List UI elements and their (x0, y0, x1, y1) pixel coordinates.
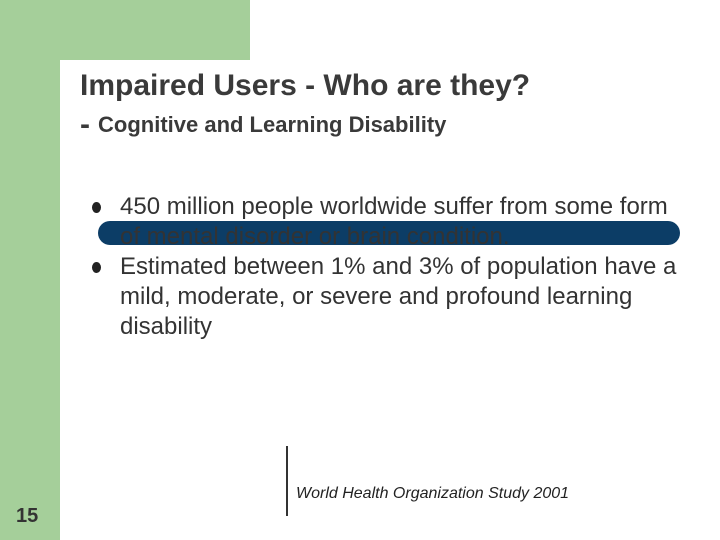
slide-title: Impaired Users - Who are they? (80, 69, 531, 102)
bullet-text: Estimated between 1% and 3% of populatio… (120, 253, 677, 340)
bullet-dot-icon (92, 202, 101, 213)
citation-text: World Health Organization Study 2001 (296, 485, 570, 502)
bullet-item: Estimated between 1% and 3% of populatio… (92, 252, 692, 342)
bullet-dot-icon (92, 262, 101, 273)
page-number: 15 (16, 505, 39, 527)
title-underline-bar (98, 221, 680, 245)
green-top-band (0, 0, 250, 60)
subtitle-dash: - (80, 108, 90, 141)
bullet-list: 450 million people worldwide suffer from… (92, 192, 692, 342)
green-left-band (0, 0, 60, 540)
bullet-item: 450 million people worldwide suffer from… (92, 192, 692, 252)
slide-subtitle-line: - Cognitive and Learning Disability (80, 110, 700, 140)
citation-divider (286, 446, 288, 516)
bullet-text: 450 million people worldwide suffer from… (120, 193, 668, 250)
content-panel (60, 60, 720, 540)
title-block: Impaired Users - Who are they? - Cognitiv… (80, 66, 700, 245)
slide-subtitle: Cognitive and Learning Disability (98, 112, 447, 137)
